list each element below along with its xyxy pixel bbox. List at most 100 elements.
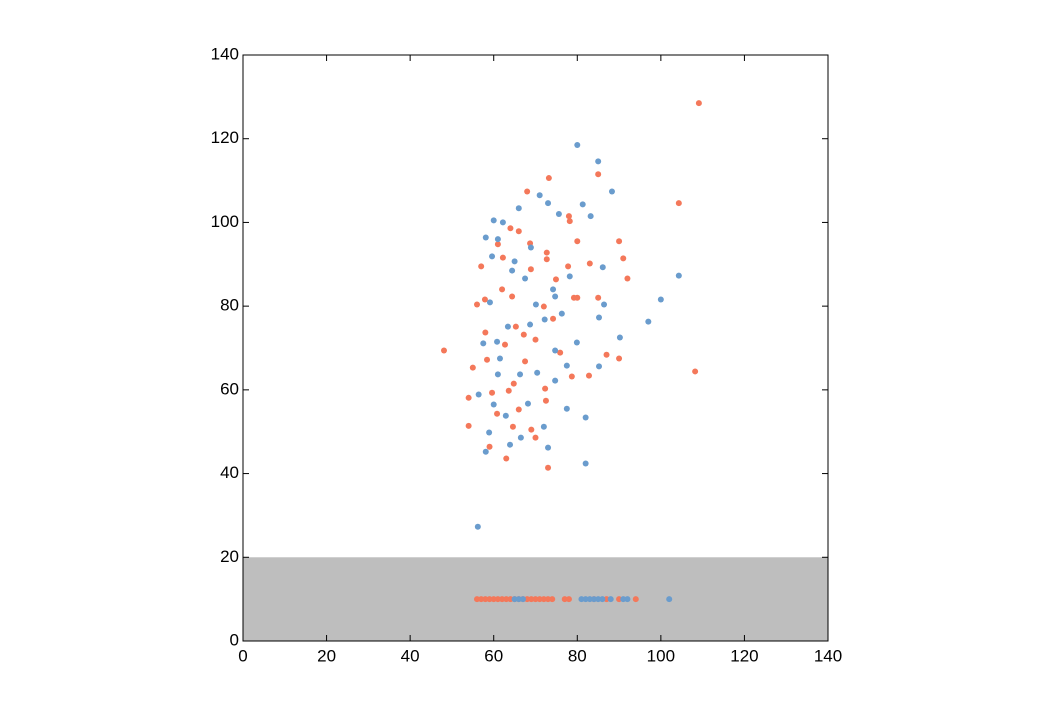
point bbox=[517, 434, 524, 441]
point bbox=[620, 255, 627, 262]
point bbox=[482, 234, 489, 241]
point bbox=[675, 200, 682, 207]
point bbox=[616, 238, 623, 245]
point bbox=[499, 286, 506, 293]
point bbox=[541, 316, 548, 323]
point bbox=[489, 389, 496, 396]
point bbox=[574, 238, 581, 245]
point bbox=[536, 596, 543, 603]
point bbox=[524, 400, 531, 407]
point bbox=[586, 596, 593, 603]
point bbox=[501, 341, 508, 348]
point bbox=[494, 410, 501, 417]
point bbox=[565, 596, 572, 603]
point bbox=[532, 336, 539, 343]
point bbox=[545, 596, 552, 603]
point bbox=[552, 347, 559, 354]
y-tick-label: 80 bbox=[220, 296, 239, 315]
point bbox=[542, 397, 549, 404]
point bbox=[692, 368, 699, 375]
point bbox=[534, 369, 541, 376]
point bbox=[478, 596, 485, 603]
point bbox=[666, 596, 673, 603]
point bbox=[528, 426, 535, 433]
point bbox=[527, 244, 534, 251]
point bbox=[519, 596, 526, 603]
point bbox=[540, 596, 547, 603]
x-tick-label: 60 bbox=[484, 646, 503, 665]
point bbox=[657, 296, 664, 303]
point bbox=[490, 217, 497, 224]
point bbox=[545, 200, 552, 207]
point bbox=[474, 301, 480, 308]
point bbox=[603, 351, 610, 358]
point bbox=[511, 596, 518, 603]
point bbox=[475, 391, 482, 398]
point bbox=[545, 464, 552, 471]
point bbox=[550, 286, 557, 293]
point bbox=[494, 241, 501, 248]
point bbox=[542, 385, 549, 392]
point bbox=[509, 423, 516, 430]
point bbox=[543, 249, 550, 256]
y-tick-label: 120 bbox=[211, 128, 239, 147]
point bbox=[582, 460, 589, 467]
point bbox=[512, 323, 519, 330]
point bbox=[616, 596, 623, 603]
point bbox=[532, 301, 539, 308]
point bbox=[582, 414, 589, 421]
point bbox=[509, 293, 516, 300]
point bbox=[596, 314, 603, 321]
point bbox=[566, 218, 573, 225]
point bbox=[582, 596, 589, 603]
point bbox=[499, 254, 506, 261]
point bbox=[517, 371, 524, 378]
point bbox=[557, 349, 564, 356]
point bbox=[603, 596, 610, 603]
point bbox=[510, 380, 517, 387]
point bbox=[574, 141, 581, 148]
point bbox=[595, 171, 602, 178]
point bbox=[527, 266, 534, 273]
point bbox=[552, 377, 559, 384]
point bbox=[579, 201, 586, 208]
point bbox=[599, 596, 606, 603]
point bbox=[515, 228, 522, 235]
point bbox=[482, 596, 489, 603]
point bbox=[607, 596, 614, 603]
y-tick-label: 100 bbox=[211, 212, 239, 231]
point bbox=[595, 596, 602, 603]
point bbox=[503, 455, 510, 462]
x-tick-label: 100 bbox=[647, 646, 675, 665]
point bbox=[507, 441, 514, 448]
point bbox=[561, 596, 568, 603]
point bbox=[505, 387, 512, 394]
point bbox=[478, 263, 485, 270]
point bbox=[528, 596, 535, 603]
point bbox=[486, 429, 493, 436]
point bbox=[555, 211, 562, 218]
point bbox=[599, 264, 606, 271]
y-tick-label: 60 bbox=[220, 379, 239, 398]
point bbox=[675, 272, 682, 279]
point bbox=[494, 338, 501, 345]
point bbox=[524, 188, 531, 195]
point bbox=[482, 448, 489, 455]
point bbox=[465, 394, 472, 401]
point bbox=[563, 405, 570, 412]
point bbox=[587, 213, 594, 220]
point bbox=[591, 596, 597, 603]
point bbox=[545, 175, 552, 182]
point bbox=[504, 323, 511, 330]
point bbox=[486, 299, 493, 306]
point bbox=[558, 310, 565, 317]
point bbox=[568, 373, 575, 380]
point bbox=[520, 331, 527, 338]
point bbox=[465, 422, 472, 429]
point bbox=[543, 256, 550, 263]
point bbox=[524, 596, 531, 603]
point bbox=[480, 340, 487, 347]
point bbox=[532, 596, 539, 603]
